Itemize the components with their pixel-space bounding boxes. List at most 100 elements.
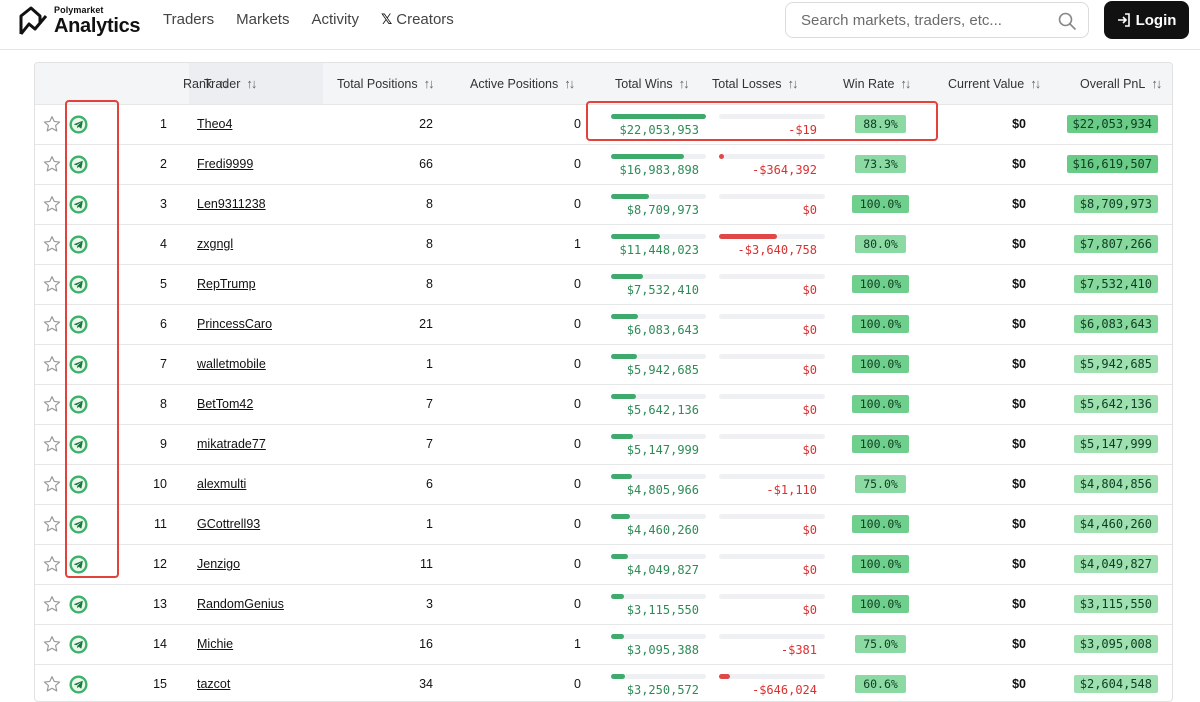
table-row[interactable]: 10 alexmulti 6 0 $4,805,966 -$1,110 75.0… <box>35 464 1172 504</box>
favorite-star-cell[interactable] <box>35 104 69 144</box>
sort-icon[interactable]: ↑↓ <box>564 75 575 91</box>
table-row[interactable]: 5 RepTrump 8 0 $7,532,410 $0 100.0% $0 $… <box>35 264 1172 304</box>
sort-icon[interactable]: ↑↓ <box>246 75 257 91</box>
telegram-icon[interactable] <box>69 474 95 494</box>
star-icon[interactable] <box>35 555 69 573</box>
star-icon[interactable] <box>35 515 69 533</box>
star-icon[interactable] <box>35 435 69 453</box>
table-row[interactable]: 4 zxgngl 8 1 $11,448,023 -$3,640,758 80.… <box>35 224 1172 264</box>
star-icon[interactable] <box>35 235 69 253</box>
trader-link[interactable]: tazcot <box>197 677 231 692</box>
table-row[interactable]: 3 Len9311238 8 0 $8,709,973 $0 100.0% $0… <box>35 184 1172 224</box>
trader-link[interactable]: Theo4 <box>197 117 233 131</box>
header-rank[interactable]: Rank↑↓ <box>95 63 229 104</box>
trader-link[interactable]: Fredi9999 <box>197 157 254 171</box>
telegram-icon[interactable] <box>69 594 95 614</box>
star-icon[interactable] <box>35 395 69 413</box>
telegram-icon[interactable] <box>69 314 95 334</box>
star-icon[interactable] <box>35 675 69 693</box>
trader-link[interactable]: zxgngl <box>197 237 234 251</box>
star-icon[interactable] <box>35 155 69 173</box>
favorite-star-cell[interactable] <box>35 464 69 504</box>
telegram-cell[interactable] <box>69 224 95 264</box>
star-icon[interactable] <box>35 275 69 293</box>
star-icon[interactable] <box>35 475 69 493</box>
telegram-icon[interactable] <box>69 514 95 534</box>
telegram-icon[interactable] <box>69 234 95 254</box>
favorite-star-cell[interactable] <box>35 304 69 344</box>
telegram-icon[interactable] <box>69 434 95 454</box>
header-active-positions[interactable]: Active Positions ↑↓ <box>455 63 595 104</box>
nav-creators[interactable]: 𝕏 Creators <box>381 11 454 28</box>
trader-link[interactable]: mikatrade77 <box>197 437 266 451</box>
favorite-star-cell[interactable] <box>35 624 69 664</box>
telegram-cell[interactable] <box>69 304 95 344</box>
favorite-star-cell[interactable] <box>35 144 69 184</box>
telegram-icon[interactable] <box>69 354 95 374</box>
favorite-star-cell[interactable] <box>35 224 69 264</box>
sort-icon[interactable]: ↑↓ <box>1030 75 1041 91</box>
telegram-icon[interactable] <box>69 194 95 214</box>
telegram-icon[interactable] <box>69 274 95 294</box>
table-row[interactable]: 6 PrincessCaro 21 0 $6,083,643 $0 100.0%… <box>35 304 1172 344</box>
telegram-cell[interactable] <box>69 344 95 384</box>
sort-icon[interactable]: ↑↓ <box>787 75 798 91</box>
telegram-cell[interactable] <box>69 424 95 464</box>
telegram-cell[interactable] <box>69 544 95 584</box>
nav-traders[interactable]: Traders <box>163 11 215 28</box>
table-row[interactable]: 12 Jenzigo 11 0 $4,049,827 $0 100.0% $0 … <box>35 544 1172 584</box>
search-icon[interactable] <box>1058 12 1076 30</box>
star-icon[interactable] <box>35 635 69 653</box>
table-row[interactable]: 7 walletmobile 1 0 $5,942,685 $0 100.0% … <box>35 344 1172 384</box>
table-row[interactable]: 14 Michie 16 1 $3,095,388 -$381 75.0% $0… <box>35 624 1172 664</box>
star-icon[interactable] <box>35 315 69 333</box>
star-icon[interactable] <box>35 595 69 613</box>
telegram-icon[interactable] <box>69 394 95 414</box>
header-trader[interactable]: Trader ↑↓ <box>189 63 323 104</box>
header-overall-pnl[interactable]: Overall PnL ↑↓ <box>1050 63 1172 104</box>
telegram-icon[interactable] <box>69 114 95 134</box>
sort-icon[interactable]: ↑↓ <box>423 75 435 91</box>
table-row[interactable]: 1 Theo4 22 0 $22,053,953 -$19 88.9% $0 $… <box>35 104 1172 144</box>
trader-link[interactable]: GCottrell93 <box>197 517 261 531</box>
telegram-icon[interactable] <box>69 634 95 654</box>
favorite-star-cell[interactable] <box>35 384 69 424</box>
telegram-cell[interactable] <box>69 464 95 504</box>
header-total-wins[interactable]: Total Wins ↑↓ <box>595 63 706 104</box>
header-total-losses[interactable]: Total Losses ↑↓ <box>706 63 823 104</box>
header-win-rate[interactable]: Win Rate ↑↓ <box>823 63 938 104</box>
favorite-star-cell[interactable] <box>35 264 69 304</box>
sort-icon[interactable]: ↑↓ <box>1151 75 1162 91</box>
favorite-star-cell[interactable] <box>35 344 69 384</box>
header-current-value[interactable]: Current Value ↑↓ <box>938 63 1050 104</box>
table-row[interactable]: 9 mikatrade77 7 0 $5,147,999 $0 100.0% $… <box>35 424 1172 464</box>
telegram-cell[interactable] <box>69 264 95 304</box>
table-row[interactable]: 8 BetTom42 7 0 $5,642,136 $0 100.0% $0 $… <box>35 384 1172 424</box>
trader-link[interactable]: BetTom42 <box>197 397 254 411</box>
brand-logo[interactable]: Polymarket Analytics <box>18 4 141 38</box>
nav-markets[interactable]: Markets <box>236 11 290 28</box>
search-input[interactable] <box>801 11 1051 29</box>
favorite-star-cell[interactable] <box>35 544 69 584</box>
telegram-cell[interactable] <box>69 144 95 184</box>
telegram-cell[interactable] <box>69 584 95 624</box>
table-row[interactable]: 13 RandomGenius 3 0 $3,115,550 $0 100.0%… <box>35 584 1172 624</box>
trader-link[interactable]: Michie <box>197 637 234 651</box>
trader-link[interactable]: RepTrump <box>197 277 256 291</box>
trader-link[interactable]: walletmobile <box>197 357 266 371</box>
trader-link[interactable]: Len9311238 <box>197 197 266 211</box>
favorite-star-cell[interactable] <box>35 664 69 701</box>
favorite-star-cell[interactable] <box>35 504 69 544</box>
star-icon[interactable] <box>35 115 69 133</box>
trader-link[interactable]: Jenzigo <box>197 557 241 571</box>
sort-icon[interactable]: ↑↓ <box>900 75 911 91</box>
telegram-cell[interactable] <box>69 504 95 544</box>
telegram-cell[interactable] <box>69 184 95 224</box>
login-button[interactable]: Login <box>1104 1 1189 39</box>
sort-icon[interactable]: ↑↓ <box>678 75 690 91</box>
star-icon[interactable] <box>35 195 69 213</box>
telegram-icon[interactable] <box>69 154 95 174</box>
trader-link[interactable]: RandomGenius <box>197 597 284 611</box>
telegram-icon[interactable] <box>69 675 95 694</box>
telegram-cell[interactable] <box>69 384 95 424</box>
